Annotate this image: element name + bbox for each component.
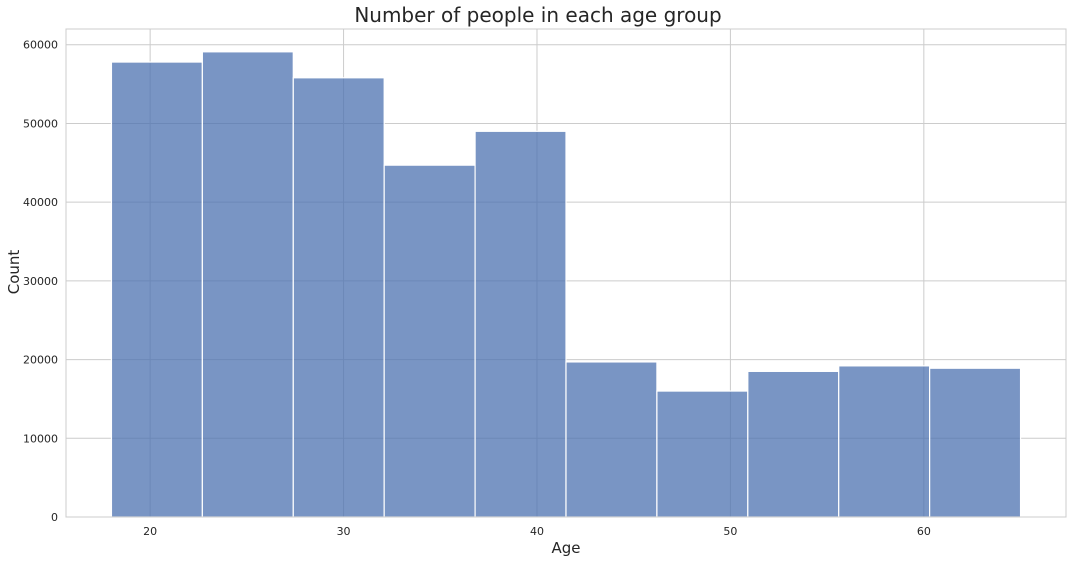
y-tick-label: 50000 (23, 117, 58, 130)
x-tick-label: 40 (530, 525, 544, 538)
x-tick-label: 30 (337, 525, 351, 538)
y-tick-label: 20000 (23, 354, 58, 367)
y-tick-label: 60000 (23, 39, 58, 52)
histogram-bar (292, 77, 385, 518)
histogram-bar (201, 51, 294, 518)
x-tick-label: 50 (723, 525, 737, 538)
histogram-bar (929, 367, 1022, 518)
y-axis-label: Count (5, 250, 23, 295)
histogram-bar (838, 365, 931, 518)
histogram-bar (565, 361, 658, 518)
histogram-bar (747, 370, 840, 518)
y-tick-label: 10000 (23, 432, 58, 445)
tick-labels: 0 10000 20000 30000 40000 50000 60000 20 30 40 50 6… (23, 39, 931, 538)
chart-title: Number of people in each age group (354, 3, 721, 27)
histogram-bar (474, 130, 567, 518)
y-tick-label: 0 (51, 511, 58, 524)
histogram-bar (656, 390, 749, 518)
plot-frame (65, 28, 1067, 518)
x-axis-label: Age (551, 539, 580, 557)
histogram-bar (383, 164, 476, 518)
histogram-bar (110, 61, 203, 518)
x-tick-label: 60 (917, 525, 931, 538)
bars (110, 51, 1022, 518)
y-tick-label: 30000 (23, 275, 58, 288)
x-tick-label: 20 (143, 525, 157, 538)
y-tick-label: 40000 (23, 196, 58, 209)
